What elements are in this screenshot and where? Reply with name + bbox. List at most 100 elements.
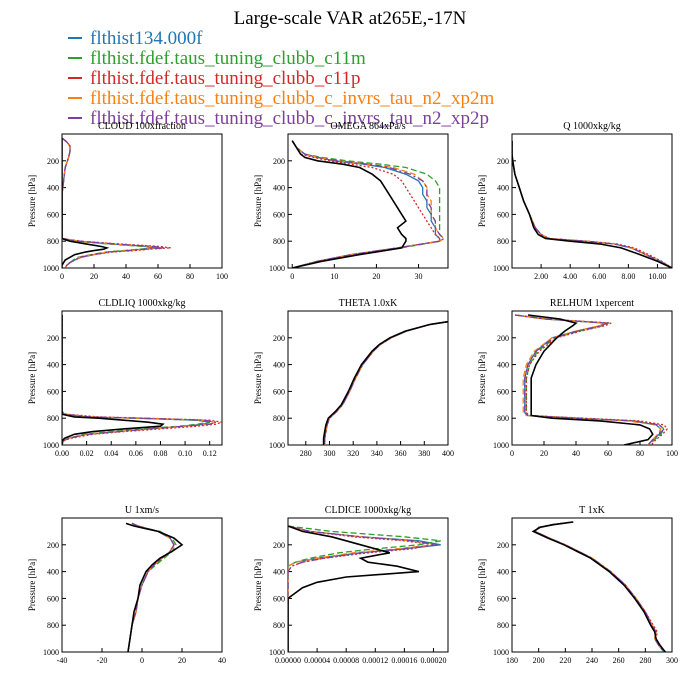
y-tick-label: 1000	[43, 264, 59, 273]
x-tick-label: -20	[97, 656, 108, 665]
series-line-3	[127, 522, 175, 652]
series-line-4	[62, 315, 217, 445]
x-tick-label: 0.10	[178, 449, 192, 458]
x-tick-label: 80	[636, 449, 644, 458]
y-axis-label: Pressure [hPa]	[477, 175, 487, 227]
y-tick-label: 200	[273, 541, 285, 550]
x-tick-label: 300	[323, 449, 335, 458]
x-tick-label: 0.02	[80, 449, 94, 458]
y-tick-label: 1000	[269, 648, 285, 657]
y-tick-label: 1000	[43, 441, 59, 450]
x-tick-label: 0.08	[153, 449, 167, 458]
series-group	[322, 320, 448, 445]
y-tick-label: 800	[497, 621, 509, 630]
reference-line	[62, 138, 110, 268]
y-tick-label: 600	[497, 210, 509, 219]
panel-8: T 1xK 200 400 600 800 1000 Pressure [hPa] 180 20…	[477, 505, 678, 665]
x-tick-label: 40	[122, 272, 130, 281]
y-tick-label: 800	[273, 237, 285, 246]
x-tick-label: 300	[666, 656, 678, 665]
y-tick-label: 600	[497, 594, 509, 603]
panel-title: CLDICE 1000xkg/kg	[325, 505, 411, 516]
y-tick-label: 600	[47, 210, 59, 219]
reference-line	[527, 314, 654, 445]
y-tick-label: 800	[497, 237, 509, 246]
series-line-1	[127, 522, 177, 652]
x-tick-label: 0.00016	[391, 656, 417, 665]
series-group	[62, 137, 171, 268]
x-tick-label: 40	[218, 656, 226, 665]
y-tick-label: 600	[47, 387, 59, 396]
series-line-4	[288, 525, 438, 652]
x-tick-label: 2.00	[534, 272, 548, 281]
x-tick-label: 40	[572, 449, 580, 458]
y-tick-label: 200	[273, 334, 285, 343]
series-group	[512, 140, 672, 268]
y-tick-label: 200	[497, 334, 509, 343]
y-tick-label: 800	[273, 414, 285, 423]
x-tick-label: 20	[90, 272, 98, 281]
series-line-2	[291, 140, 441, 268]
y-tick-label: 800	[47, 237, 59, 246]
series-line-2	[127, 522, 175, 652]
y-tick-label: 800	[497, 414, 509, 423]
panel-title: THETA 1.0xK	[339, 298, 398, 309]
panel-5: RELHUM 1xpercent2004006008001000Pressure…	[477, 298, 678, 458]
panel-title: T 1xK	[579, 505, 605, 516]
x-tick-label: 340	[371, 449, 383, 458]
reference-line	[288, 525, 420, 652]
x-tick-label: 30	[415, 272, 423, 281]
x-tick-label: 6.00	[592, 272, 606, 281]
x-tick-label: 240	[586, 656, 598, 665]
series-group	[62, 315, 222, 445]
series-line-3	[62, 137, 163, 268]
y-tick-label: 200	[47, 334, 59, 343]
series-line-0	[127, 522, 175, 652]
x-tick-label: 0	[510, 449, 514, 458]
series-line-1	[62, 315, 210, 445]
y-tick-label: 1000	[43, 648, 59, 657]
x-tick-label: 0	[290, 272, 294, 281]
series-line-2	[515, 314, 669, 445]
x-tick-label: 20	[540, 449, 548, 458]
y-tick-label: 1000	[493, 264, 509, 273]
series-line-0	[512, 140, 672, 268]
x-tick-label: 100	[666, 449, 678, 458]
y-tick-label: 200	[497, 541, 509, 550]
series-line-2	[512, 140, 672, 268]
y-axis-label: Pressure [hPa]	[27, 175, 37, 227]
reference-line	[512, 140, 672, 268]
series-line-4	[533, 521, 665, 652]
legend-entry: flthist.fdef.taus_tuning_clubb_c11m	[90, 48, 366, 69]
y-tick-label: 400	[273, 184, 285, 193]
x-tick-label: 0	[60, 272, 64, 281]
series-group	[531, 521, 666, 652]
y-tick-label: 200	[497, 157, 509, 166]
legend-entry: flthist134.000f	[90, 28, 203, 49]
x-tick-label: 0.00004	[304, 656, 330, 665]
x-tick-label: 10	[330, 272, 338, 281]
x-tick-label: 320	[347, 449, 359, 458]
series-group	[125, 522, 184, 652]
y-axis-label: Pressure [hPa]	[253, 352, 263, 404]
reference-line	[62, 315, 165, 445]
y-tick-label: 600	[273, 594, 285, 603]
series-line-1	[291, 140, 445, 268]
y-tick-label: 400	[273, 568, 285, 577]
x-tick-label: 0.00000	[275, 656, 301, 665]
series-line-4	[62, 137, 165, 268]
x-tick-label: 0.00008	[333, 656, 359, 665]
x-tick-label: 10.00	[648, 272, 666, 281]
plot-frame	[511, 133, 673, 269]
y-tick-label: 400	[273, 361, 285, 370]
legend-entry: flthist.fdef.taus_tuning_clubb_c11p	[90, 68, 361, 89]
series-line-3	[515, 314, 662, 445]
reference-line	[291, 140, 407, 268]
panel-2: Q 1000xkg/kg 200 400 600 800 1000 Pressure [hP…	[477, 121, 673, 281]
y-axis-label: Pressure [hPa]	[253, 559, 263, 611]
x-tick-label: 280	[300, 449, 312, 458]
x-tick-label: 100	[216, 272, 228, 281]
y-axis-label: Pressure [hPa]	[27, 352, 37, 404]
